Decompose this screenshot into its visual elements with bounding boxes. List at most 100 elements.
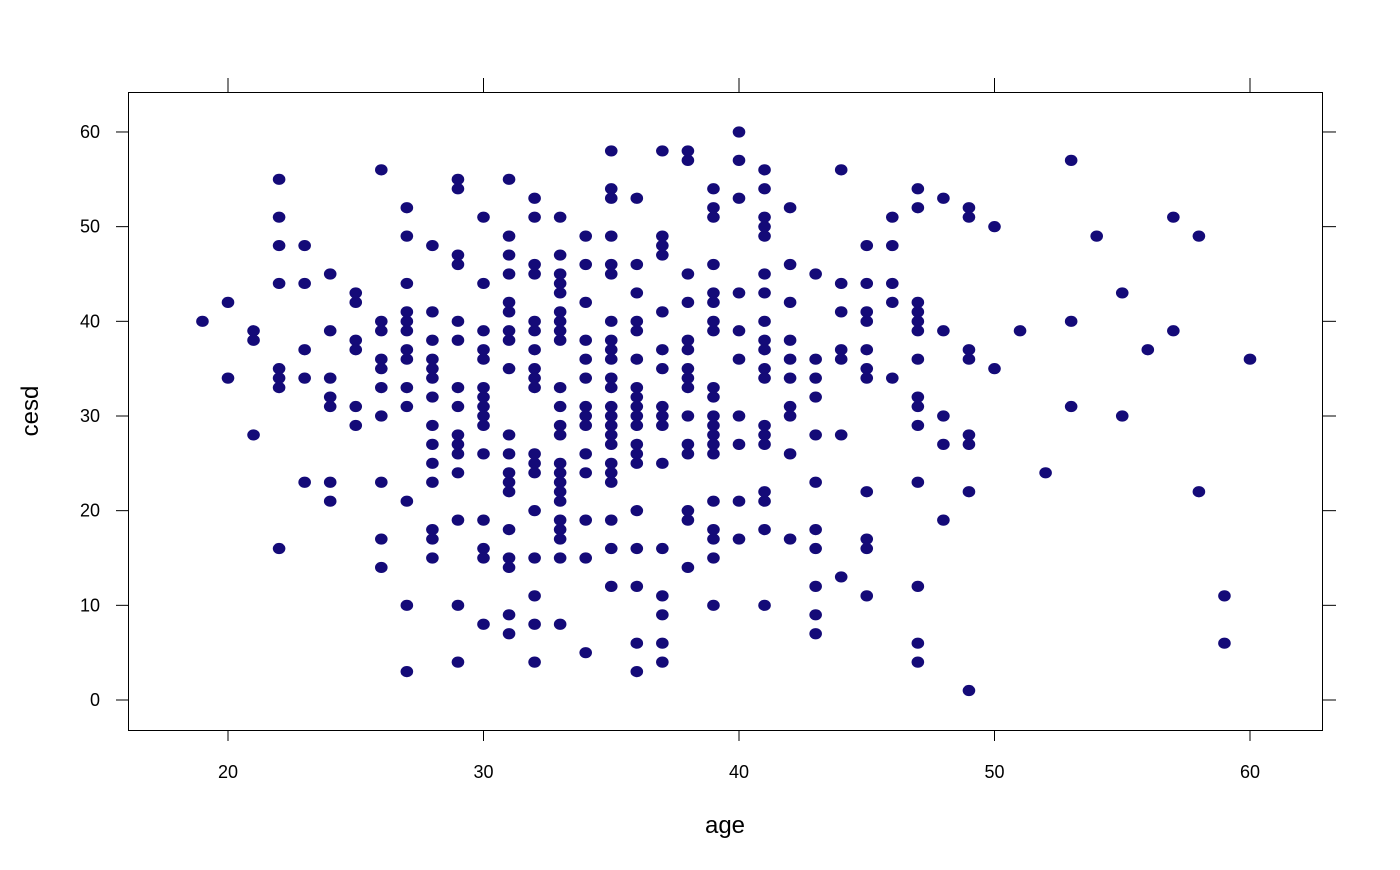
data-point xyxy=(681,372,695,384)
data-point xyxy=(553,514,567,526)
data-point xyxy=(860,239,874,252)
data-point xyxy=(911,315,925,327)
data-point xyxy=(707,438,720,450)
data-point xyxy=(375,410,388,422)
y-tick-label: 20 xyxy=(80,501,100,521)
data-point xyxy=(528,192,541,204)
data-point xyxy=(477,400,490,413)
data-point xyxy=(604,419,618,432)
data-point xyxy=(630,448,644,460)
data-point xyxy=(988,221,1001,233)
data-point xyxy=(809,353,822,365)
data-point xyxy=(937,192,950,204)
data-point xyxy=(323,400,337,413)
data-point xyxy=(528,268,541,280)
data-point xyxy=(528,656,541,668)
data-point xyxy=(732,325,746,337)
data-point xyxy=(604,372,618,384)
data-point xyxy=(758,372,771,384)
data-point xyxy=(1115,287,1129,299)
data-point xyxy=(630,192,644,204)
y-tick-label: 40 xyxy=(80,311,100,331)
data-point xyxy=(502,523,516,536)
data-point xyxy=(477,542,490,555)
data-point xyxy=(707,325,720,337)
data-point xyxy=(477,618,490,630)
data-point xyxy=(502,486,516,498)
data-point xyxy=(1013,325,1027,337)
data-point xyxy=(528,467,541,479)
data-point xyxy=(451,467,465,479)
data-point xyxy=(834,164,848,176)
data-point xyxy=(604,429,618,441)
data-point xyxy=(656,249,669,261)
data-point xyxy=(707,429,720,441)
data-point xyxy=(630,438,644,450)
data-point xyxy=(400,400,414,413)
data-point xyxy=(834,306,848,318)
data-point xyxy=(707,381,720,394)
data-point xyxy=(1064,315,1078,327)
data-point xyxy=(707,183,720,195)
data-point xyxy=(400,344,414,356)
data-point xyxy=(630,457,644,469)
data-point xyxy=(630,580,644,592)
data-point xyxy=(553,495,567,507)
data-point xyxy=(707,296,720,308)
data-point xyxy=(809,580,822,592)
data-point xyxy=(477,514,490,526)
data-point xyxy=(426,363,439,375)
y-tick-label: 10 xyxy=(80,595,100,615)
data-point xyxy=(809,372,822,384)
data-point xyxy=(579,467,592,479)
data-point xyxy=(758,183,771,195)
data-point xyxy=(272,381,286,394)
data-point xyxy=(426,306,439,318)
data-point xyxy=(707,419,720,432)
data-point xyxy=(477,410,490,422)
data-point xyxy=(962,684,976,697)
data-point xyxy=(502,561,516,574)
data-point xyxy=(604,381,618,394)
data-point xyxy=(349,400,363,413)
data-point xyxy=(962,429,976,441)
data-point xyxy=(451,599,465,611)
data-point xyxy=(758,344,771,356)
data-point xyxy=(426,457,439,469)
data-point xyxy=(400,599,414,611)
data-point xyxy=(732,438,746,450)
data-point xyxy=(272,173,286,185)
data-point xyxy=(553,211,567,223)
data-point xyxy=(962,344,976,356)
data-point xyxy=(604,476,618,488)
data-point xyxy=(630,315,644,327)
data-point xyxy=(809,429,822,441)
data-point xyxy=(349,334,363,346)
data-point xyxy=(477,419,490,432)
data-point xyxy=(860,542,874,555)
data-point xyxy=(656,656,669,668)
data-point xyxy=(579,552,592,564)
data-point xyxy=(681,363,695,375)
data-point xyxy=(451,381,465,394)
data-point xyxy=(681,145,695,157)
data-point xyxy=(477,353,490,365)
data-point xyxy=(502,476,516,488)
data-point xyxy=(809,476,822,488)
data-point xyxy=(247,334,260,346)
data-point xyxy=(553,476,567,488)
data-point xyxy=(783,258,797,271)
data-point xyxy=(834,277,848,290)
data-point xyxy=(911,476,925,488)
data-point xyxy=(375,164,388,176)
data-point xyxy=(630,542,644,555)
data-point xyxy=(451,448,465,460)
data-point xyxy=(477,448,490,460)
data-point xyxy=(911,353,925,365)
data-point xyxy=(272,239,286,252)
data-point xyxy=(656,145,669,157)
data-point xyxy=(375,561,388,574)
data-point xyxy=(681,268,695,280)
data-point xyxy=(426,239,439,252)
data-point xyxy=(707,410,720,422)
